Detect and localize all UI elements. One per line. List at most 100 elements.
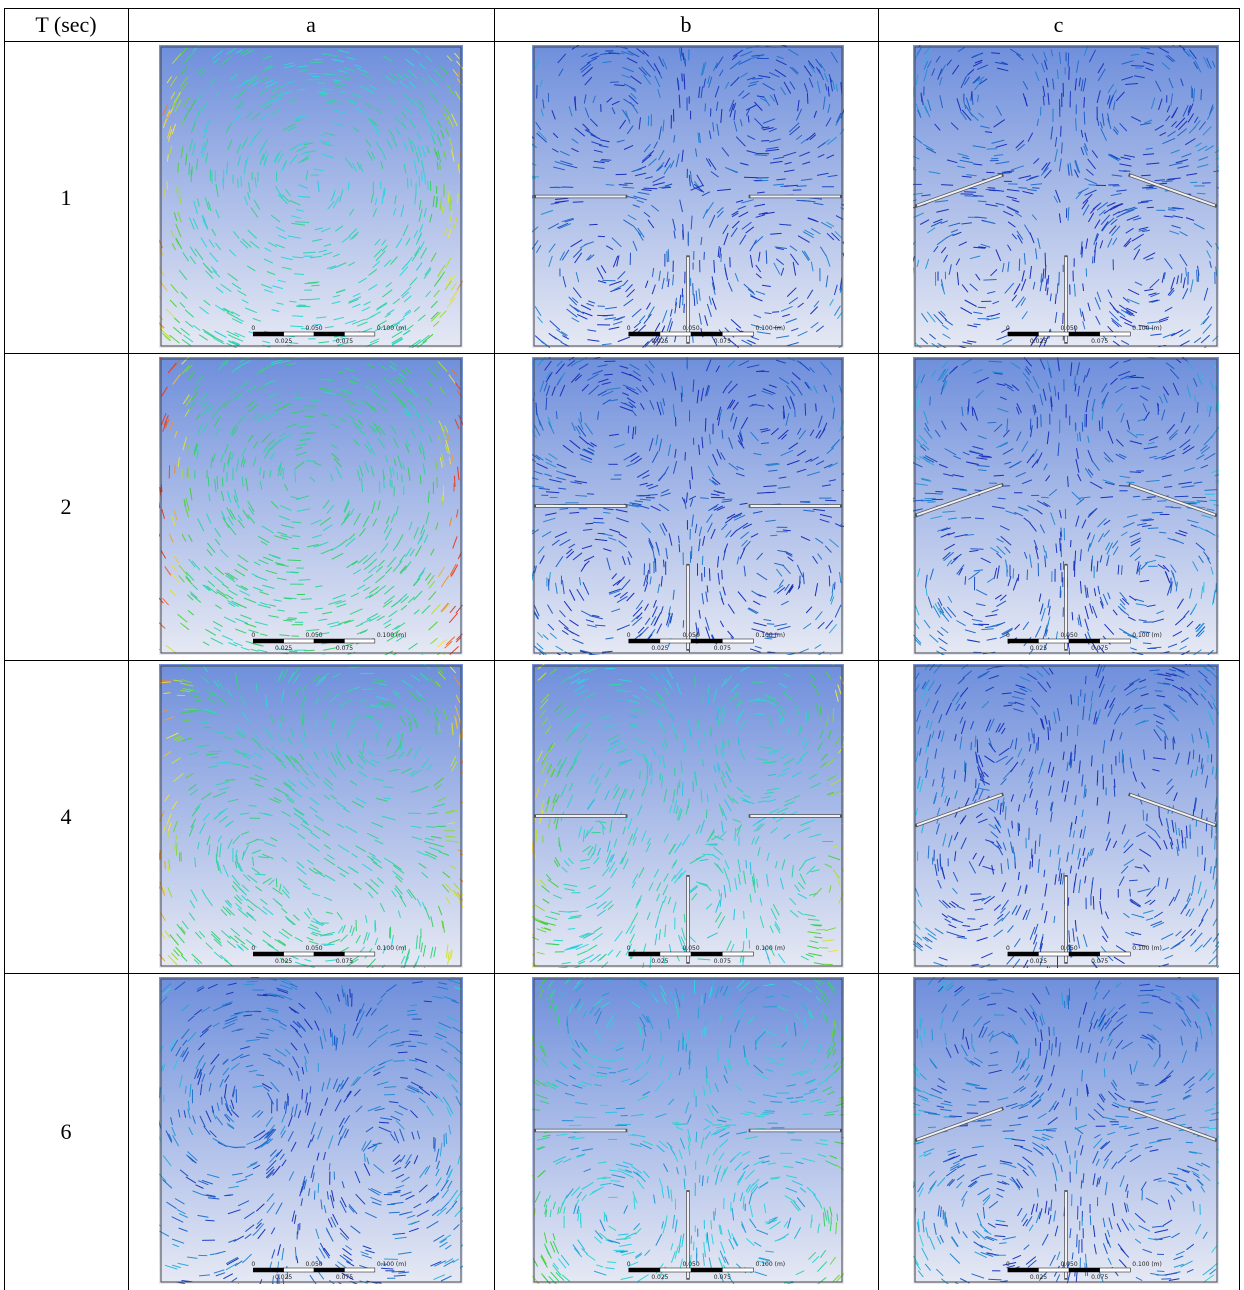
svg-text:0.100 (m): 0.100 (m) [756, 325, 786, 332]
plot-background [159, 357, 463, 655]
results-table: T (sec) a b c 1 2 4 6 0 0.050 0.100 (m) 0.0… [4, 8, 1240, 1290]
svg-text:0.075: 0.075 [714, 338, 731, 345]
svg-text:0.050: 0.050 [305, 325, 322, 332]
scale-bar: 0 0.050 0.100 (m)0.025 0.075 [251, 632, 406, 652]
svg-text:0.025: 0.025 [275, 645, 292, 652]
header-col-a: a [306, 12, 316, 37]
velocity-field-b-t6: 0 0.050 0.100 (m) 0.025 0.075 [532, 977, 844, 1284]
velocity-vectors [159, 45, 463, 348]
svg-text:0.100 (m): 0.100 (m) [377, 945, 407, 952]
tank-outline [160, 978, 462, 1283]
svg-text:0: 0 [251, 945, 255, 952]
tank-outline [160, 665, 462, 967]
table-border-top [4, 8, 1240, 9]
svg-text:0.100 (m): 0.100 (m) [377, 632, 407, 639]
svg-text:0.100 (m): 0.100 (m) [377, 325, 407, 332]
flow-plot-svg: 0 0.050 0.100 (m)0.025 0.075 [532, 664, 844, 968]
row-separator-3 [4, 973, 1240, 974]
svg-text:0.050: 0.050 [1060, 632, 1077, 639]
velocity-vectors [913, 357, 1219, 655]
velocity-vectors [532, 45, 844, 348]
scale-bar: 0 0.050 0.100 (m)0.025 0.075 [627, 1261, 785, 1281]
velocity-vectors [913, 664, 1219, 968]
svg-text:0.100 (m): 0.100 (m) [1132, 632, 1162, 639]
flow-plot-svg: 0 0.050 0.100 (m) 0.025 0.075 [159, 45, 463, 348]
scale-bar: 0 0.050 0.100 (m) 0.025 0.075 [251, 325, 406, 345]
velocity-field-a-t6: 0 0.050 0.100 (m) 0.025 0.075 [159, 977, 463, 1284]
row-separator-2 [4, 660, 1240, 661]
scale-bar: 0 0.050 0.100 (m)0.025 0.075 [251, 945, 406, 965]
flow-plot-svg: 0 0.050 0.100 (m)0.025 0.075 [913, 664, 1219, 968]
flow-plot-svg: 0 0.050 0.100 (m)0.025 0.075 [159, 977, 463, 1284]
svg-text:0.025: 0.025 [1030, 338, 1047, 345]
svg-text:0.025: 0.025 [651, 338, 668, 345]
scale-bar: 0 0.050 0.100 (m)0.025 0.075 [627, 325, 785, 345]
scale-bar: 0 0.050 0.100 (m)0.025 0.075 [1006, 325, 1162, 345]
tank-outline [160, 46, 462, 347]
baffles [534, 1128, 842, 1280]
table-divider-3 [878, 8, 879, 1290]
velocity-vectors [159, 977, 463, 1284]
velocity-vectors [532, 977, 844, 1284]
svg-text:0.025: 0.025 [1030, 645, 1047, 652]
table-border-right [1239, 8, 1240, 1290]
velocity-field-c-t4: 0 0.050 0.100 (m) 0.025 0.075 [913, 664, 1219, 968]
svg-text:0.025: 0.025 [275, 958, 292, 965]
flow-plot-svg: 0 0.050 0.100 (m)0.025 0.075 [913, 45, 1219, 348]
baffles [914, 173, 1218, 344]
scale-bar: 0 0.050 0.100 (m)0.025 0.075 [627, 945, 785, 965]
scale-bar: 0 0.050 0.100 (m) 0.025 0.075 [1006, 632, 1162, 652]
header-col-c: c [1053, 12, 1064, 37]
velocity-field-a-t2: 0 0.050 0.100 (m) 0.025 0.075 [159, 357, 463, 655]
baffles [914, 792, 1218, 964]
velocity-field-c-t2: 0 0.050 0.100 (m) 0.025 0.075 [913, 357, 1219, 655]
velocity-vectors [532, 664, 844, 968]
svg-text:0.050: 0.050 [305, 632, 322, 639]
baffles [534, 504, 842, 651]
tank-outline [914, 46, 1218, 347]
tank-outline [914, 358, 1218, 654]
svg-text:0: 0 [251, 325, 255, 332]
flow-plot-svg: 0 0.050 0.100 (m)0.025 0.075 [532, 357, 844, 655]
baffles [914, 1106, 1218, 1280]
table-border-left [4, 8, 5, 1290]
header-time: T (sec) [35, 12, 97, 37]
velocity-field-b-t2: 0 0.050 0.100 (m) 0.025 0.075 [532, 357, 844, 655]
tank-outline [160, 358, 462, 654]
scale-bar: 0 0.050 0.100 (m)0.025 0.075 [1006, 1261, 1162, 1281]
svg-text:0.075: 0.075 [336, 338, 353, 345]
svg-text:0.075: 0.075 [714, 645, 731, 652]
tank-outline [533, 978, 843, 1283]
velocity-vectors [913, 45, 1219, 348]
header-col-b: b [680, 12, 692, 37]
flow-plot-svg: 0 0.050 0.100 (m)0.025 0.075 [532, 45, 844, 348]
velocity-field-a-t4: 0 0.050 0.100 (m) 0.025 0.075 [159, 664, 463, 968]
table-divider-1 [128, 8, 129, 1290]
tank-outline [533, 358, 843, 654]
baffles [534, 814, 842, 964]
svg-text:0: 0 [627, 632, 631, 639]
svg-text:0.075: 0.075 [1091, 645, 1108, 652]
scale-bar: 0 0.050 0.100 (m)0.025 0.075 [251, 1261, 406, 1281]
header-separator [4, 41, 1240, 42]
baffles [534, 194, 842, 344]
time-label-6: 6 [60, 1119, 72, 1144]
plot-background [159, 977, 463, 1284]
velocity-vectors [159, 664, 463, 968]
velocity-field-c-t1: 0 0.050 0.100 (m) 0.025 0.075 [913, 45, 1219, 348]
svg-text:0.075: 0.075 [1091, 338, 1108, 345]
tank-outline [533, 665, 843, 967]
velocity-field-b-t4: 0 0.050 0.100 (m) 0.025 0.075 [532, 664, 844, 968]
svg-text:0: 0 [1006, 632, 1010, 639]
velocity-field-c-t6: 0 0.050 0.100 (m) 0.025 0.075 [913, 977, 1219, 1284]
svg-text:0.050: 0.050 [305, 945, 322, 952]
svg-text:0.025: 0.025 [275, 338, 292, 345]
tank-outline [533, 46, 843, 347]
svg-text:0.050: 0.050 [683, 632, 700, 639]
flow-plot-svg: 0 0.050 0.100 (m) 0.025 0.075 [913, 357, 1219, 655]
tank-outline [914, 978, 1218, 1283]
scale-bar: 0 0.050 0.100 (m)0.025 0.075 [627, 632, 785, 652]
velocity-field-a-t1: 0 0.050 0.100 (m) 0.025 0.075 [159, 45, 463, 348]
svg-text:0: 0 [1006, 325, 1010, 332]
svg-text:0.075: 0.075 [336, 645, 353, 652]
